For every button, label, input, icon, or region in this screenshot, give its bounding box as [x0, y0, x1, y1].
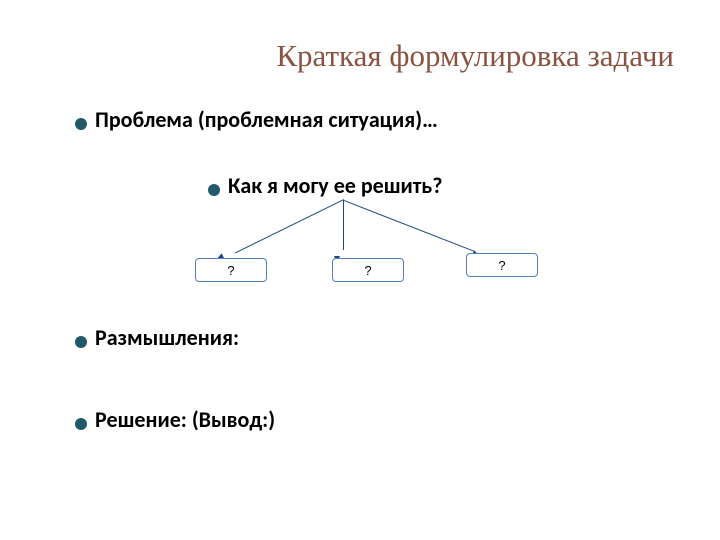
- bullet-marker: [75, 336, 87, 348]
- option-box: ?: [195, 258, 267, 282]
- bullet-thinking: Размышления:: [95, 324, 239, 351]
- bullet-marker: [208, 184, 220, 196]
- bullet-problem: Проблема (проблемная ситуация)…: [95, 106, 438, 133]
- bullet-marker: [75, 118, 87, 130]
- option-box: ?: [332, 258, 404, 282]
- option-box: ?: [466, 253, 538, 277]
- arrow-line: [344, 200, 475, 252]
- slide-title: Краткая формулировка задачи: [276, 38, 674, 74]
- arrow-line: [235, 199, 344, 253]
- bullet-marker: [75, 418, 87, 430]
- bullet-how-solve: Как я могу ее решить?: [228, 172, 442, 199]
- bullet-solution: Решение: (Вывод:): [95, 406, 275, 433]
- arrow-line: [343, 200, 344, 250]
